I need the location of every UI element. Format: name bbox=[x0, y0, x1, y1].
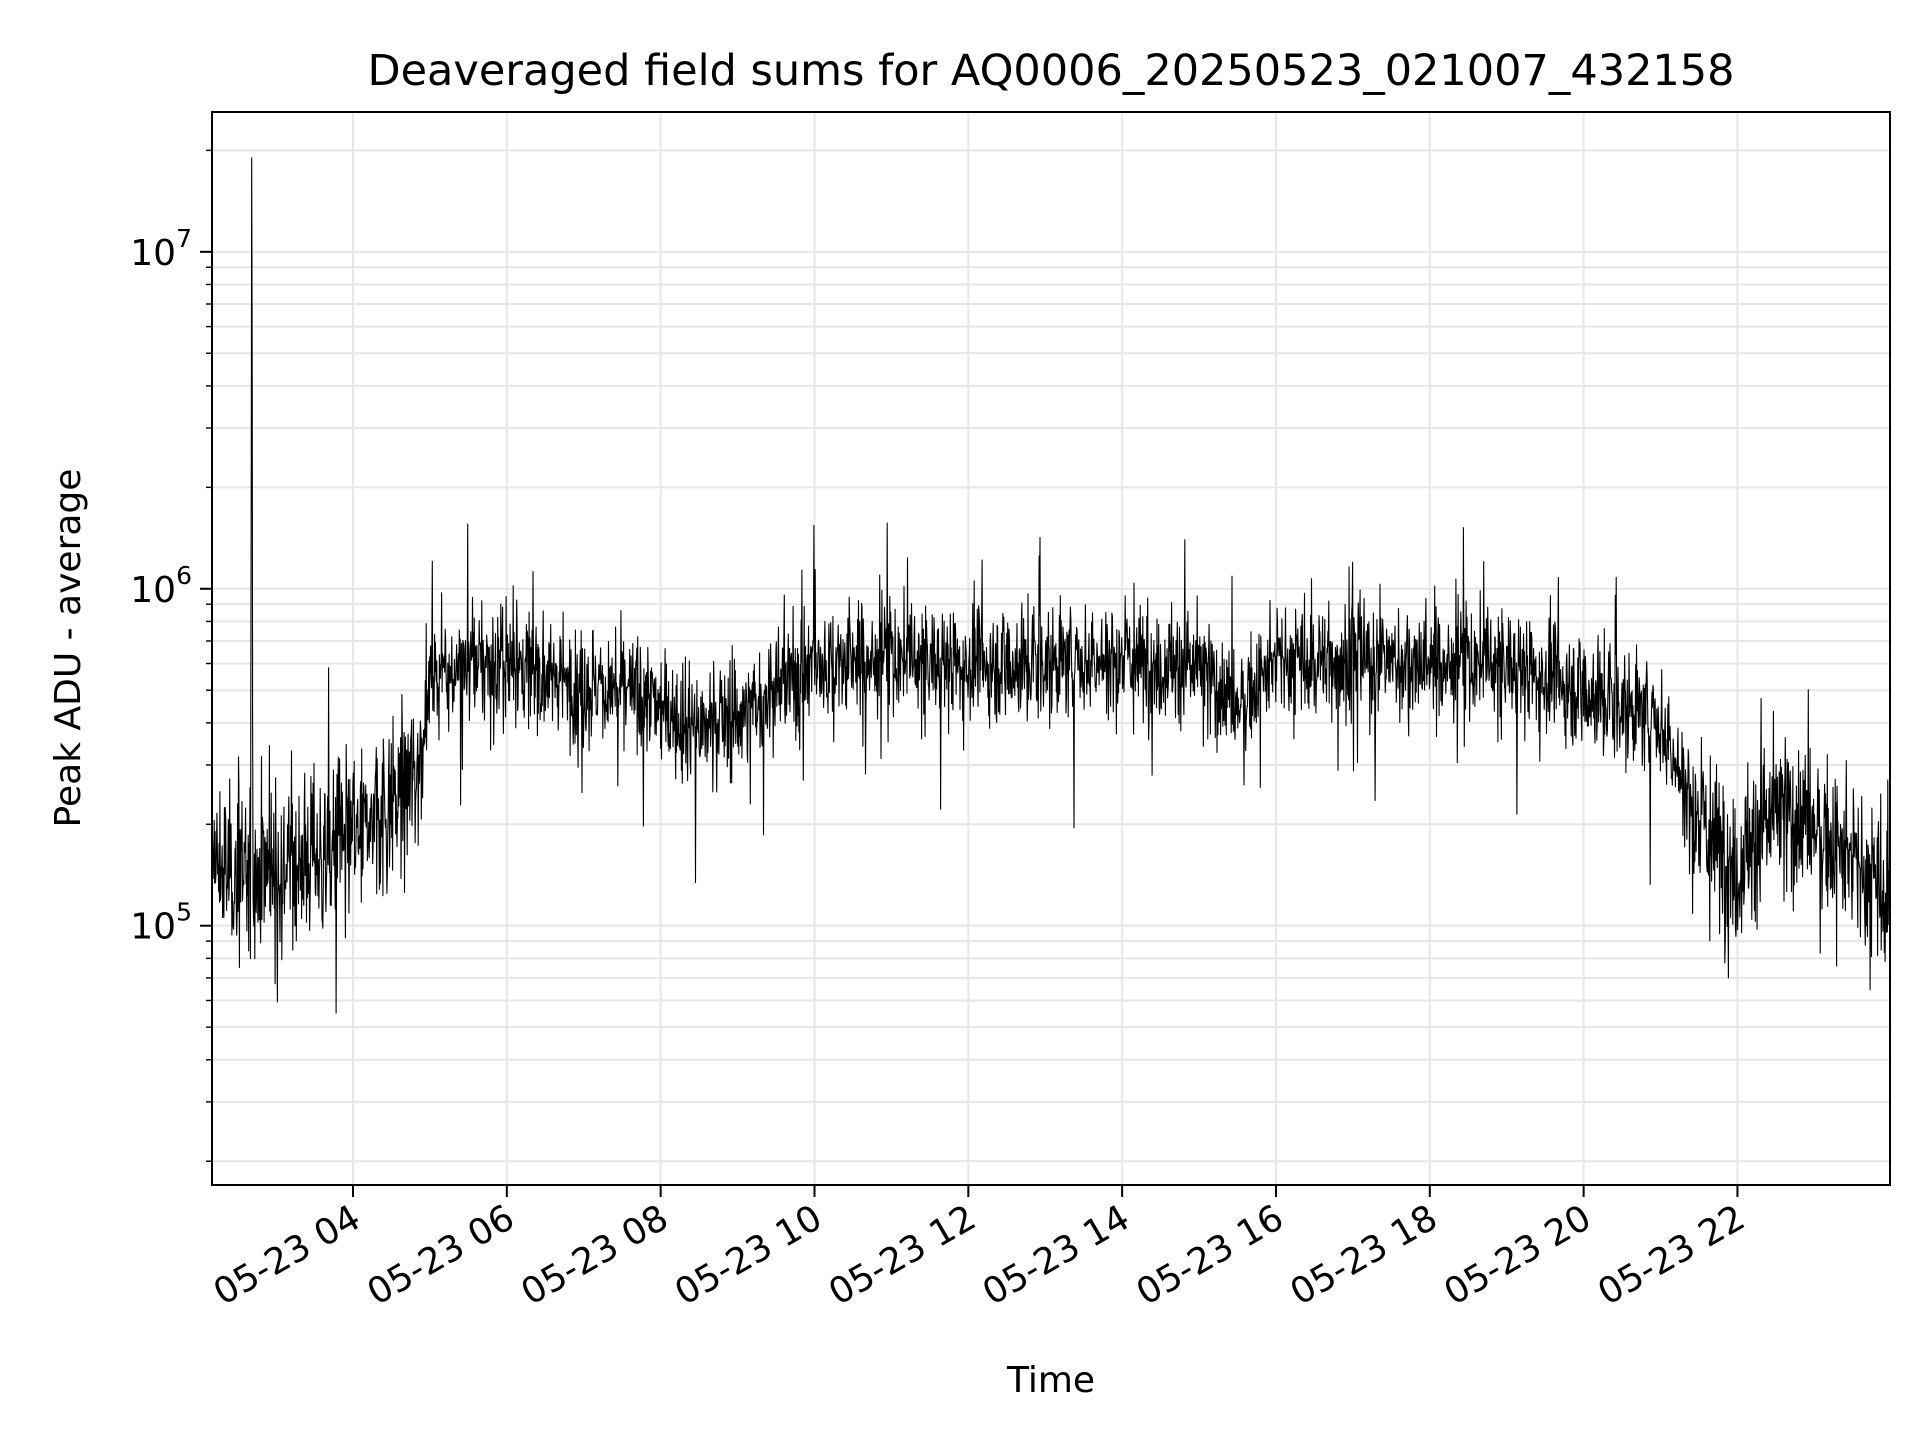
y-tick-label: 107 bbox=[130, 224, 192, 274]
x-axis-label: Time bbox=[1006, 1360, 1095, 1401]
y-axis-label: Peak ADU - average bbox=[48, 469, 89, 828]
series-layer bbox=[211, 157, 1891, 1014]
chart-title: Deaveraged field sums for AQ0006_2025052… bbox=[367, 46, 1734, 96]
y-tick-label: 105 bbox=[130, 898, 192, 948]
y-tick-label: 106 bbox=[130, 561, 192, 611]
grid-layer bbox=[212, 112, 1890, 1185]
series-line bbox=[211, 157, 1891, 1014]
plot-area-frame bbox=[211, 111, 1891, 1186]
